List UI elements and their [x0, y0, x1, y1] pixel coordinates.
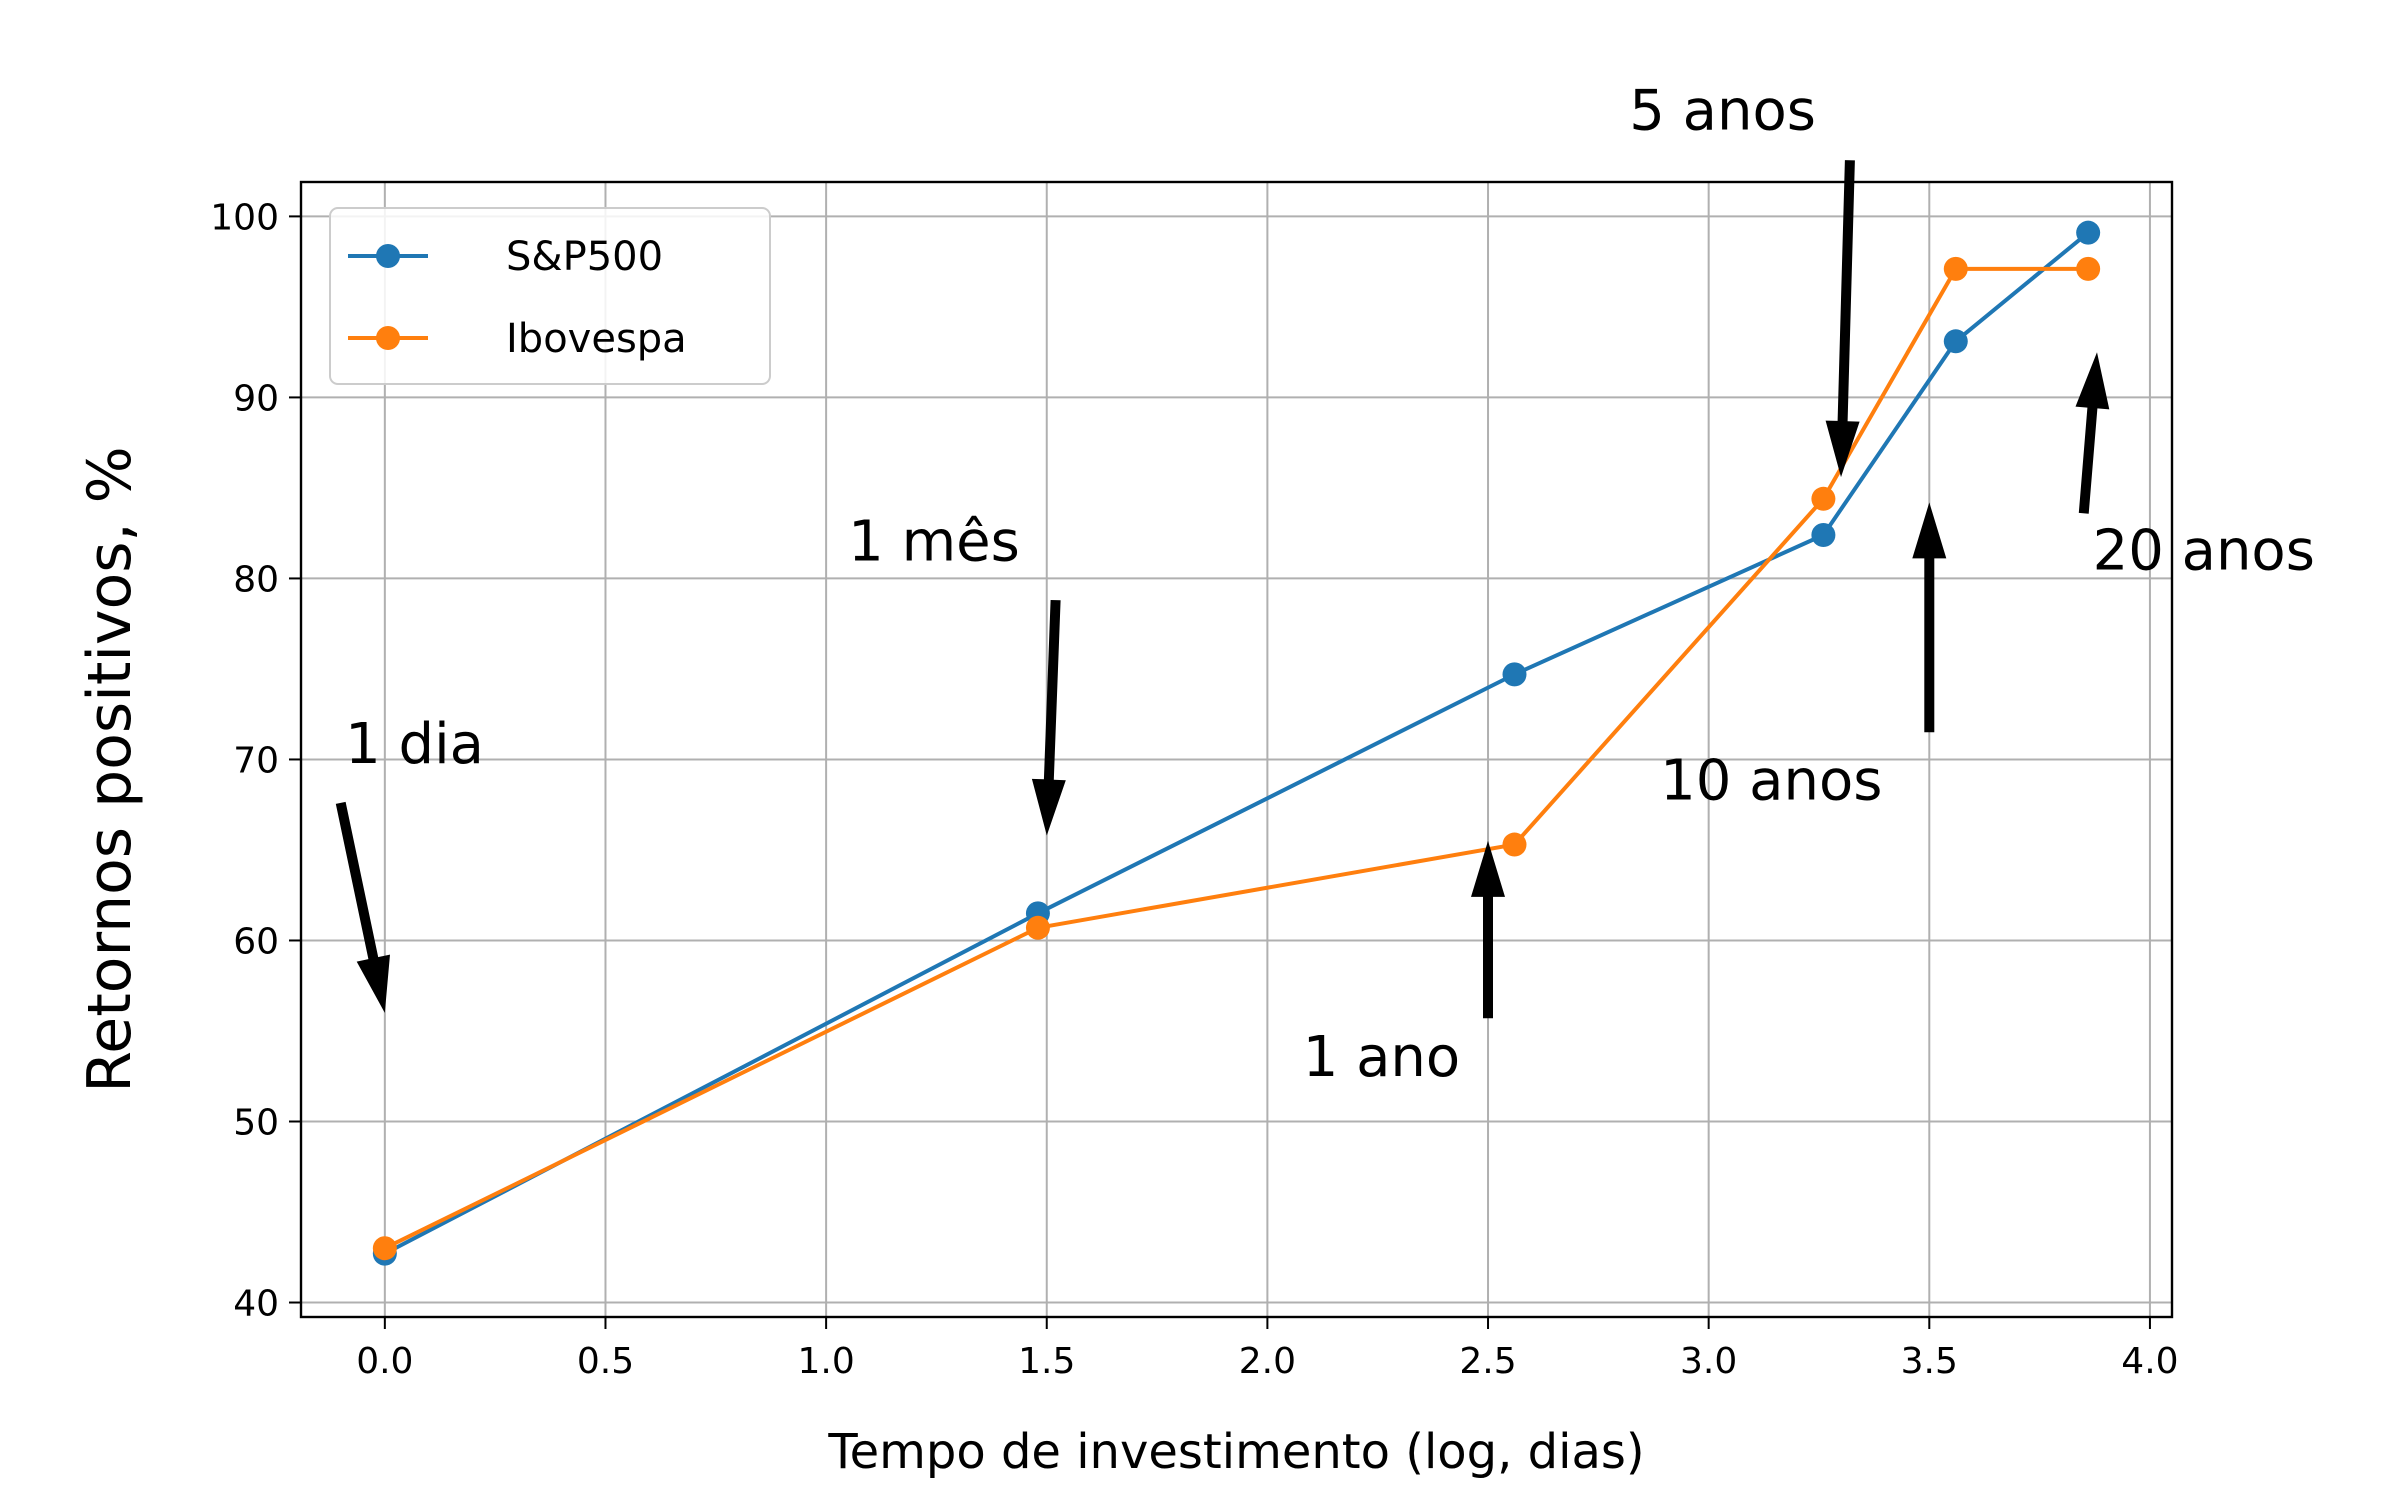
annotation-arrow [1825, 160, 1860, 478]
x-tick-label: 0.5 [577, 1341, 634, 1382]
legend-label: Ibovespa [506, 316, 687, 362]
x-tick-label: 3.5 [1901, 1341, 1958, 1382]
annotation-arrow [2075, 352, 2110, 514]
data-point [1811, 486, 1836, 511]
annotation-label: 1 dia [345, 712, 484, 777]
legend-entry: Ibovespa [348, 316, 687, 362]
legend: S&P500 Ibovespa [329, 207, 771, 385]
y-tick-label: 50 [233, 1102, 279, 1143]
x-tick-label: 3.0 [1680, 1341, 1737, 1382]
annotation-label: 1 mês [848, 509, 1020, 574]
data-point [2076, 220, 2101, 245]
x-tick-label: 0.0 [356, 1341, 413, 1382]
y-tick-label: 90 [233, 378, 279, 419]
annotation: 1 mês [848, 509, 1066, 836]
y-tick-label: 100 [210, 197, 279, 238]
legend-marker [376, 244, 400, 268]
x-tick-label: 1.0 [797, 1341, 854, 1382]
data-point [1943, 329, 1968, 354]
x-tick-label: 1.5 [1018, 1341, 1075, 1382]
legend-box [329, 207, 771, 385]
annotation-arrow [1471, 840, 1505, 1019]
series-ibovespa [372, 256, 2101, 1261]
x-tick-label: 2.0 [1239, 1341, 1296, 1382]
annotation-arrow [335, 801, 390, 1013]
data-point [1811, 522, 1836, 547]
annotation-arrow [1912, 502, 1947, 733]
legend-marker [376, 326, 400, 350]
y-tick-label: 70 [233, 740, 279, 781]
annotation-label: 10 anos [1660, 748, 1882, 813]
grid [301, 182, 2172, 1317]
series-line [383, 266, 2089, 1251]
y-tick-label: 40 [233, 1284, 279, 1325]
annotation: 1 ano [1303, 840, 1505, 1090]
annotations: 1 dia 1 mês 1 ano 5 anos 10 anos 20 anos [335, 79, 2315, 1090]
y-axis-label: Retornos positivos, % [75, 446, 145, 1092]
series-layer [372, 220, 2101, 1266]
data-point [1943, 256, 1968, 281]
legend-label: S&P500 [506, 234, 663, 280]
data-point [372, 1236, 397, 1261]
legend-entry: S&P500 [348, 234, 663, 280]
axis-ticks: 0.0 0.5 1.0 1.5 2.0 2.5 3.0 3.5 4.0 40 50 60 70 80 90 1… [210, 197, 2178, 1382]
annotation-arrow [1031, 600, 1066, 836]
annotation: 10 anos [1660, 502, 1947, 813]
annotation-label: 20 anos [2093, 518, 2315, 583]
annotation: 1 dia [335, 712, 484, 1013]
y-tick-label: 60 [233, 921, 279, 962]
data-point [1025, 915, 1050, 940]
data-point [2076, 256, 2101, 281]
data-point [1502, 832, 1527, 857]
annotation: 20 anos [2075, 352, 2315, 583]
x-tick-label: 2.5 [1459, 1341, 1516, 1382]
series-line [383, 231, 2090, 1256]
annotation: 5 anos [1629, 79, 1860, 478]
x-axis-label: Tempo de investimento (log, dias) [827, 1424, 1644, 1480]
x-tick-label: 4.0 [2121, 1341, 2178, 1382]
annotation-label: 5 anos [1629, 79, 1816, 144]
annotation-label: 1 ano [1303, 1025, 1461, 1090]
plot-frame [299, 180, 2174, 1319]
y-tick-label: 80 [233, 559, 279, 600]
data-point [1502, 662, 1527, 687]
